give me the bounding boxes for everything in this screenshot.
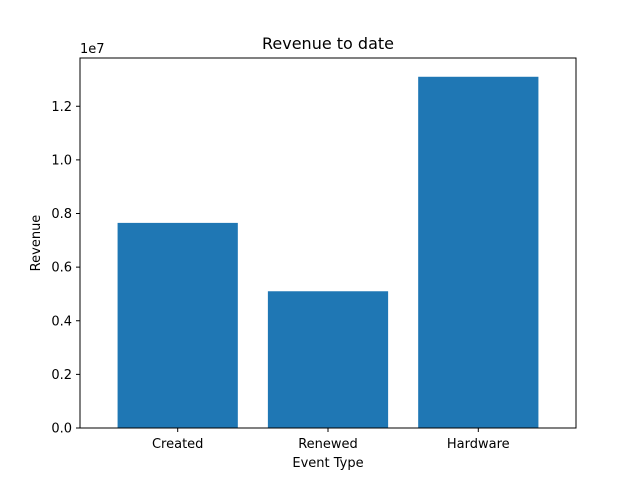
bar-hardware xyxy=(418,76,539,429)
chart-title: Revenue to date xyxy=(262,34,394,53)
y-tick-label: 0.0 xyxy=(51,422,72,437)
plot-frame xyxy=(79,57,577,429)
x-axis-label: Event Type xyxy=(292,456,363,471)
y-axis-ticks: 0.0 0.2 0.4 0.6 0.8 1.0 1.2 xyxy=(51,100,80,437)
bar-created xyxy=(117,222,238,428)
y-axis-label: Revenue xyxy=(29,215,44,272)
x-tick-label: Created xyxy=(152,437,203,452)
bar-renewed xyxy=(267,291,389,428)
y-tick-label: 0.8 xyxy=(51,207,72,222)
x-tick-label: Renewed xyxy=(298,437,358,452)
y-tick-label: 0.2 xyxy=(51,368,72,383)
x-tick-label: Hardware xyxy=(447,437,510,452)
y-tick-label: 1.0 xyxy=(51,153,72,168)
x-axis-ticks: Created Renewed Hardware xyxy=(152,428,510,452)
y-tick-label: 0.6 xyxy=(51,261,72,276)
y-tick-label: 1.2 xyxy=(51,100,72,115)
y-tick-label: 0.4 xyxy=(51,314,72,329)
y-axis-offset-label: 1e7 xyxy=(80,42,105,57)
bars-layer xyxy=(117,76,539,429)
